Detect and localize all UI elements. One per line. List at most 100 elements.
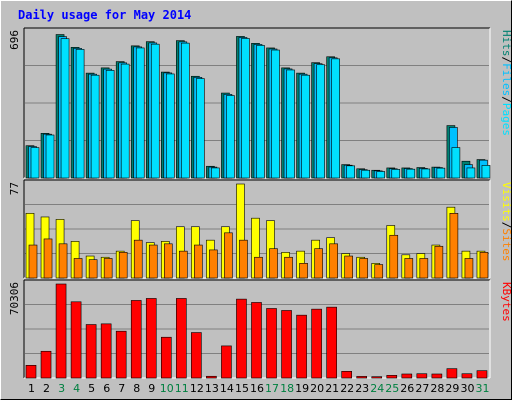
bar-kbytes-day-8: [130, 300, 142, 379]
x-tick-label-day-2: 2: [43, 382, 50, 395]
legend-item-kbytes: KBytes: [500, 282, 512, 322]
bar-pages-day-1: [30, 147, 40, 179]
x-tick-label-day-12: 12: [190, 382, 204, 395]
bar-sites-day-6: [103, 258, 113, 279]
x-tick-label-day-13: 13: [205, 382, 219, 395]
bar-sites-day-3: [58, 243, 68, 279]
bar-pages-day-22: [346, 165, 355, 179]
x-tick-label-day-11: 11: [175, 382, 189, 395]
bar-kbytes-day-17: [266, 308, 277, 379]
bar-pages-day-24: [376, 171, 386, 179]
legend-item-separator: /: [500, 222, 512, 229]
bar-pages-day-18: [286, 69, 295, 179]
bar-pages-day-12: [196, 78, 205, 179]
bar-pages-day-13: [211, 167, 220, 179]
x-tick-label-day-27: 27: [415, 382, 429, 395]
bar-kbytes-day-5: [85, 324, 97, 379]
bar-pages-day-28: [436, 167, 446, 179]
y-max-label: 696: [8, 30, 21, 50]
bar-pages-day-17: [271, 49, 280, 179]
bar-pages-day-15: [241, 38, 250, 179]
legend-item-separator: /: [500, 96, 512, 103]
legend-item-pages: Pages: [500, 103, 512, 136]
bar-pages-day-21: [331, 58, 340, 179]
bar-pages-day-31: [481, 165, 491, 179]
bar-kbytes-day-23: [356, 376, 368, 379]
bar-kbytes-day-20: [311, 308, 322, 379]
bar-kbytes-day-29: [446, 368, 458, 379]
legend-item-files: Files: [500, 63, 512, 96]
bar-pages-day-26: [406, 168, 416, 179]
x-tick-label-day-22: 22: [340, 382, 354, 395]
bar-sites-day-11: [179, 250, 188, 279]
x-tick-label-day-10: 10: [160, 382, 174, 395]
bar-sites-day-7: [118, 252, 128, 279]
bar-kbytes-day-19: [296, 314, 307, 379]
bar-pages-day-7: [120, 63, 130, 179]
legend: Visits/Sites: [500, 182, 512, 262]
legend-item-sites: Sites: [500, 228, 512, 261]
panel-hits-files-pages: 696 Hits/Files/Pages: [8, 27, 512, 179]
bar-kbytes-day-7: [115, 330, 127, 379]
bar-kbytes-day-9: [145, 298, 157, 379]
bar-kbytes-day-11: [176, 298, 187, 379]
bar-kbytes-day-30: [461, 373, 473, 379]
x-tick-label-day-8: 8: [133, 382, 140, 395]
bar-pages-day-16: [256, 45, 265, 179]
y-max-label: 77: [8, 182, 21, 195]
bar-sites-day-29: [449, 213, 459, 279]
x-tick-label-day-9: 9: [148, 382, 155, 395]
bar-sites-day-26: [404, 258, 414, 279]
x-tick-label-day-4: 4: [73, 382, 80, 395]
x-tick-label-day-29: 29: [445, 382, 459, 395]
bar-sites-day-10: [163, 243, 173, 279]
bar-kbytes-day-14: [221, 345, 232, 379]
bar-sites-day-15: [239, 239, 248, 279]
x-tick-label-day-3: 3: [58, 382, 65, 395]
x-tick-label-day-31: 31: [476, 382, 490, 395]
bar-kbytes-day-22: [341, 371, 352, 379]
panel-visits-sites: 77 Visits/Sites: [8, 179, 512, 279]
panel-kbytes: 70306 KBytes: [8, 279, 512, 379]
bar-sites-day-23: [359, 258, 369, 279]
bar-pages-day-10: [165, 73, 175, 179]
bar-pages-day-3: [60, 38, 70, 179]
x-tick-label-day-23: 23: [355, 382, 369, 395]
x-tick-label-day-15: 15: [235, 382, 249, 395]
bar-pages-day-29: [451, 147, 461, 179]
bar-kbytes-day-1: [25, 364, 37, 379]
bar-pages-day-5: [90, 74, 100, 179]
bar-pages-day-23: [361, 169, 371, 179]
bar-sites-day-14: [224, 232, 233, 279]
bar-pages-day-6: [105, 70, 115, 179]
bar-sites-day-30: [464, 258, 474, 279]
bar-kbytes-day-3: [55, 283, 67, 379]
x-tick-label-day-5: 5: [88, 382, 95, 395]
bar-sites-day-25: [389, 234, 399, 279]
bar-kbytes-day-12: [191, 332, 202, 379]
bar-sites-day-21: [329, 243, 338, 279]
x-tick-label-day-25: 25: [385, 382, 399, 395]
bar-sites-day-8: [133, 239, 143, 279]
x-tick-label-day-21: 21: [325, 382, 339, 395]
bar-pages-day-20: [316, 64, 325, 179]
chart-title: Daily usage for May 2014: [18, 8, 191, 22]
x-tick-label-day-28: 28: [430, 382, 444, 395]
bar-sites-day-13: [209, 249, 218, 279]
x-tick-label-day-7: 7: [118, 382, 125, 395]
x-tick-label-day-20: 20: [310, 382, 324, 395]
bar-sites-day-24: [374, 264, 384, 279]
bar-pages-day-30: [466, 167, 476, 179]
x-tick-label-day-6: 6: [103, 382, 110, 395]
bar-kbytes-day-6: [100, 323, 112, 379]
bar-kbytes-day-18: [281, 310, 292, 379]
bar-sites-day-20: [314, 248, 323, 279]
x-tick-label-day-17: 17: [265, 382, 279, 395]
x-tick-label-day-19: 19: [295, 382, 309, 395]
x-tick-label-day-18: 18: [280, 382, 294, 395]
bar-pages-day-19: [301, 74, 310, 179]
bar-pages-day-25: [391, 169, 401, 179]
x-tick-label-day-16: 16: [250, 382, 264, 395]
bar-kbytes-day-24: [371, 376, 383, 379]
